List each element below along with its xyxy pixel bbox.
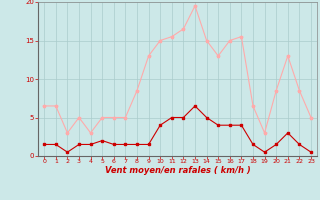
X-axis label: Vent moyen/en rafales ( km/h ): Vent moyen/en rafales ( km/h ): [105, 166, 251, 175]
